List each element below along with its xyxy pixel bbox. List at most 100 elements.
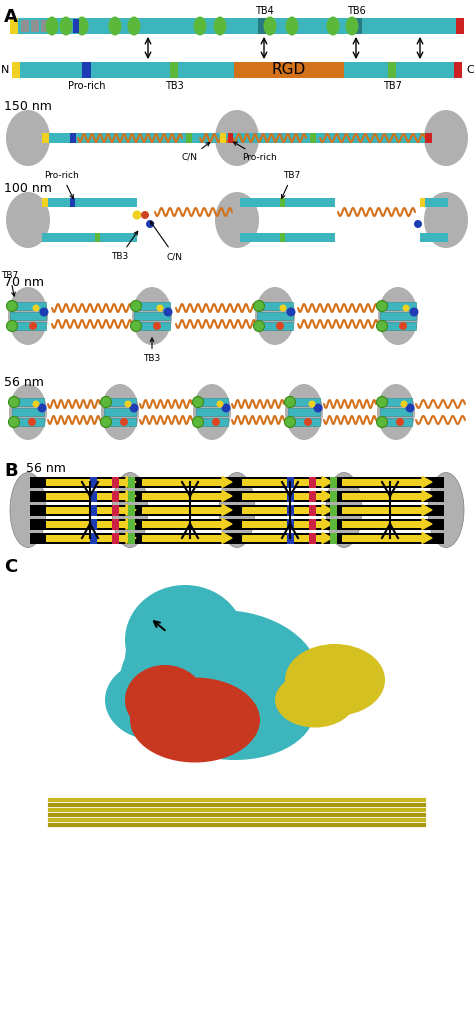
Bar (30, 505, 444, 515)
Bar (46, 492, 126, 500)
Bar (240, 233, 335, 242)
Ellipse shape (9, 384, 47, 440)
Ellipse shape (304, 418, 312, 426)
Ellipse shape (125, 585, 245, 695)
Bar (242, 492, 322, 500)
Bar (420, 233, 448, 242)
Bar (112, 477, 119, 487)
Ellipse shape (346, 16, 358, 36)
Ellipse shape (254, 321, 264, 331)
Ellipse shape (213, 16, 227, 36)
Bar (287, 477, 294, 487)
Text: N: N (1, 65, 9, 75)
Text: C: C (466, 65, 474, 75)
Bar (380, 398, 412, 406)
Ellipse shape (313, 404, 322, 412)
Ellipse shape (46, 16, 58, 36)
Bar (425, 133, 432, 143)
Bar (46, 507, 126, 514)
Ellipse shape (192, 416, 203, 428)
Bar (104, 418, 136, 426)
Polygon shape (222, 477, 232, 487)
Bar (287, 533, 294, 544)
Bar (310, 133, 316, 143)
Text: C/N: C/N (150, 221, 183, 261)
Bar (12, 398, 44, 406)
Bar (112, 518, 119, 529)
Bar (287, 490, 294, 502)
Text: Pro-rich: Pro-rich (234, 142, 277, 162)
Bar (280, 233, 285, 242)
Text: 56 nm: 56 nm (4, 376, 44, 389)
Bar (420, 198, 425, 207)
Bar (82, 62, 91, 78)
Bar (12, 62, 462, 78)
Ellipse shape (112, 473, 148, 548)
Ellipse shape (327, 16, 339, 36)
Ellipse shape (130, 321, 142, 331)
Text: 150 nm: 150 nm (4, 100, 52, 113)
Ellipse shape (39, 307, 48, 317)
Bar (42, 133, 432, 143)
Polygon shape (222, 505, 232, 515)
Bar (90, 490, 97, 502)
Bar (42, 133, 49, 143)
Ellipse shape (101, 384, 139, 440)
Bar (234, 62, 344, 78)
Bar (30, 533, 444, 544)
Polygon shape (126, 533, 136, 544)
Text: TB4: TB4 (255, 6, 273, 16)
Bar (42, 198, 137, 207)
Text: A: A (4, 8, 18, 26)
Bar (12, 418, 44, 426)
Ellipse shape (280, 304, 286, 311)
Ellipse shape (129, 404, 138, 412)
Bar (30, 490, 444, 502)
Text: B: B (4, 462, 18, 480)
Text: Pro-rich: Pro-rich (68, 81, 106, 91)
Bar (90, 477, 97, 487)
Ellipse shape (424, 192, 468, 248)
Bar (73, 19, 79, 33)
Ellipse shape (376, 397, 388, 407)
Ellipse shape (276, 322, 284, 330)
Ellipse shape (9, 397, 19, 407)
Ellipse shape (105, 660, 205, 740)
Polygon shape (422, 490, 432, 502)
Bar (380, 313, 416, 320)
Bar (90, 533, 97, 544)
Bar (95, 233, 100, 242)
Ellipse shape (164, 307, 173, 317)
Bar (128, 505, 135, 515)
Ellipse shape (309, 401, 316, 407)
Bar (10, 19, 18, 34)
Polygon shape (126, 477, 136, 487)
Ellipse shape (130, 300, 142, 311)
Bar (112, 505, 119, 515)
Ellipse shape (9, 416, 19, 428)
Bar (70, 198, 75, 207)
Ellipse shape (141, 211, 149, 219)
Bar (128, 477, 135, 487)
Ellipse shape (284, 416, 295, 428)
Bar (142, 507, 222, 514)
Polygon shape (322, 518, 332, 529)
Bar (288, 398, 320, 406)
Ellipse shape (28, 418, 36, 426)
Ellipse shape (378, 287, 418, 345)
Bar (186, 133, 192, 143)
Polygon shape (126, 518, 136, 529)
Bar (142, 478, 222, 485)
Bar (240, 198, 335, 207)
Ellipse shape (284, 397, 295, 407)
Ellipse shape (193, 16, 207, 36)
Polygon shape (422, 533, 432, 544)
Ellipse shape (264, 16, 276, 36)
Bar (257, 313, 293, 320)
Ellipse shape (100, 397, 111, 407)
Bar (30, 477, 444, 487)
Bar (388, 62, 396, 78)
Polygon shape (422, 518, 432, 529)
Bar (12, 408, 44, 416)
Bar (10, 302, 46, 310)
